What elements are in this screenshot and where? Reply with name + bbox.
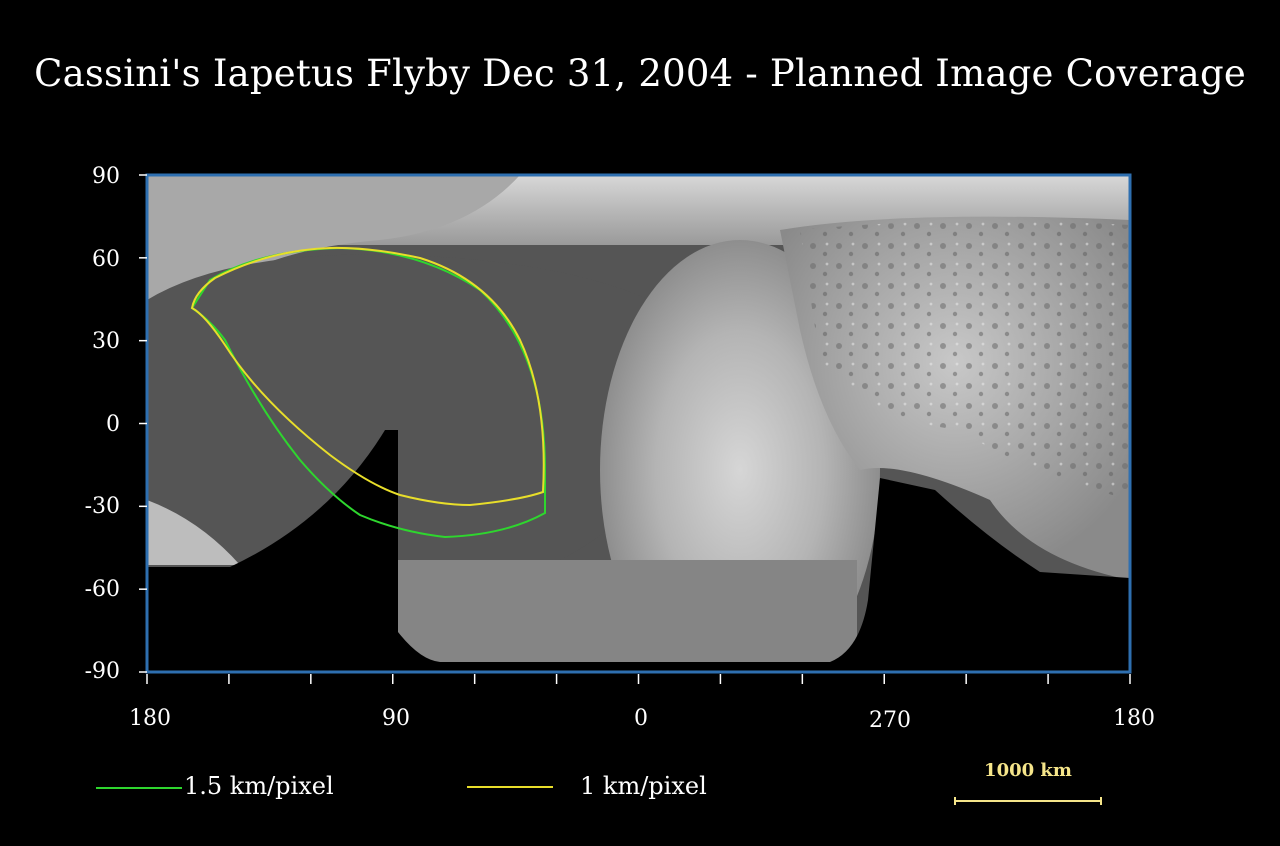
page-title: Cassini's Iapetus Flyby Dec 31, 2004 - P… [34,52,1246,95]
legend-swatch-1-km [467,786,553,788]
scale-bar [954,797,1102,805]
legend-label-1-km: 1 km/pixel [580,772,707,800]
x-tick-label: 90 [382,706,410,731]
y-tick-label: -30 [84,494,120,519]
y-tick-label: -90 [84,659,120,684]
legend-swatch-1-5-km [96,787,182,789]
y-tick-label: 0 [106,412,120,437]
y-tick-label: -60 [84,577,120,602]
legend-label-1-5-km: 1.5 km/pixel [184,772,334,800]
axis-ticks [139,174,1131,684]
surface-mosaic [147,175,1130,672]
x-tick-label: 180 [1113,706,1155,731]
x-tick-label: 0 [634,706,648,731]
x-tick-label: 180 [129,706,171,731]
y-tick-label: 60 [92,247,120,272]
x-tick-label: 270 [869,708,911,733]
coverage-outline-1-km [190,246,545,507]
y-tick-label: 90 [92,164,120,189]
scale-bar-label: 1000 km [984,760,1072,781]
y-tick-label: 30 [92,329,120,354]
